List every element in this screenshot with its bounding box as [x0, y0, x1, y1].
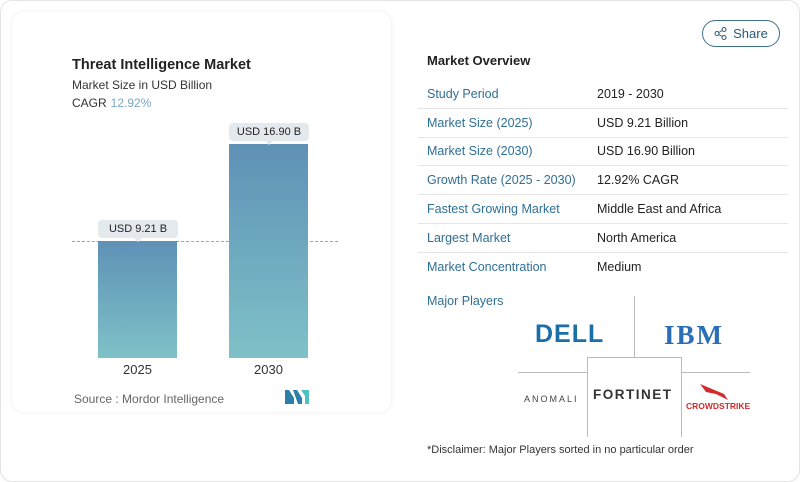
share-label: Share	[733, 26, 768, 41]
x-tick-label: 2030	[254, 362, 283, 377]
row-value: 12.92% CAGR	[597, 173, 679, 188]
fortinet-logo: FORTINET	[593, 387, 673, 402]
row-value: Middle East and Africa	[597, 202, 722, 217]
anomali-logo: ANOMALI	[524, 394, 579, 404]
cagr: CAGR 12.92%	[72, 96, 151, 110]
overview-row: Market Size (2025) USD 9.21 Billion	[418, 109, 788, 138]
share-button[interactable]: Share	[702, 20, 780, 47]
divider	[634, 296, 635, 358]
overview-row: Growth Rate (2025 - 2030) 12.92% CAGR	[418, 166, 788, 196]
row-label: Market Size (2030)	[427, 144, 533, 159]
row-value: USD 16.90 Billion	[597, 144, 695, 159]
x-tick-label: 2025	[123, 362, 152, 377]
row-label: Market Size (2025)	[427, 115, 533, 130]
bar-2030	[229, 144, 308, 358]
overview-row: Market Concentration Medium	[418, 253, 788, 282]
crowdstrike-logo: CROWDSTRIKE	[686, 401, 751, 411]
logo-box	[587, 357, 682, 437]
overview-row: Study Period 2019 - 2030	[418, 80, 788, 109]
overview-row: Fastest Growing Market Middle East and Af…	[418, 195, 788, 224]
ibm-logo: IBM	[664, 320, 724, 350]
overview-row: Market Size (2030) USD 16.90 Billion	[418, 138, 788, 167]
share-icon	[714, 27, 727, 40]
reference-line	[72, 241, 338, 242]
cagr-label: CAGR	[72, 96, 107, 110]
overview-table: Study Period 2019 - 2030 Market Size (202…	[418, 80, 788, 282]
bar-2025	[98, 241, 177, 358]
row-value: 2019 - 2030	[597, 86, 664, 101]
disclaimer: *Disclaimer: Major Players sorted in no …	[427, 444, 694, 456]
cagr-value: 12.92%	[110, 96, 152, 110]
crowdstrike-falcon-icon	[700, 384, 728, 400]
chart-card	[12, 12, 391, 412]
data-label: USD 16.90 B	[229, 123, 309, 145]
row-label: Growth Rate (2025 - 2030)	[427, 173, 576, 188]
row-label: Largest Market	[427, 230, 511, 245]
major-players-title: Major Players	[427, 294, 504, 308]
row-value: USD 9.21 Billion	[597, 115, 689, 130]
row-value: North America	[597, 230, 677, 245]
row-label: Market Concentration	[427, 260, 547, 275]
dell-logo: DELL	[535, 320, 605, 348]
chart-subtitle: Market Size in USD Billion	[72, 78, 213, 92]
row-label: Fastest Growing Market	[427, 202, 560, 217]
chart-title: Threat Intelligence Market	[72, 57, 251, 73]
row-label: Study Period	[427, 86, 499, 101]
row-value: Medium	[597, 260, 642, 275]
mordor-logo-icon	[285, 390, 309, 404]
data-label: USD 9.21 B	[98, 220, 178, 243]
overview-row: Largest Market North America	[418, 224, 788, 253]
overview-title: Market Overview	[427, 53, 531, 68]
source-text: Source : Mordor Intelligence	[74, 392, 225, 406]
